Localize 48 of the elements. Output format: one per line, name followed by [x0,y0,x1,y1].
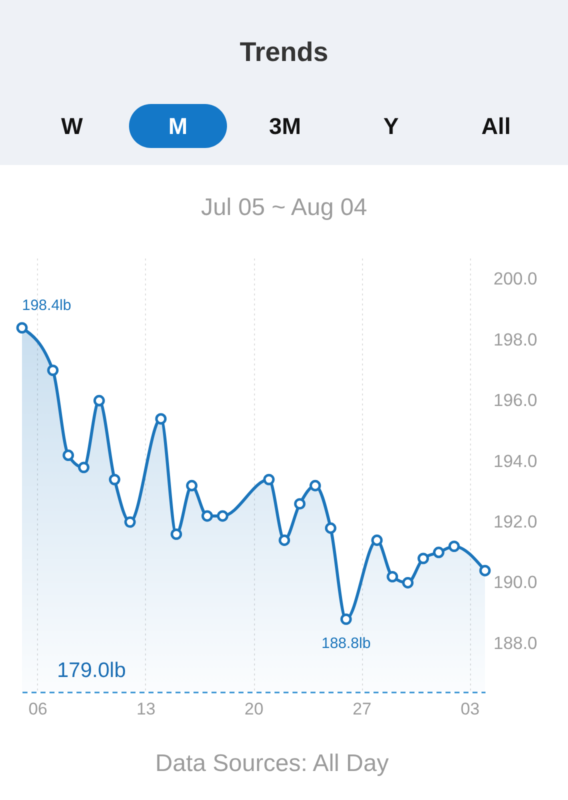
x-tick-label: 03 [460,700,480,718]
chart-subtitle: Jul 05 ~ Aug 04 [200,194,368,221]
point [93,394,105,406]
annotation: 179.0lb [57,659,126,682]
point [310,480,321,492]
point [278,534,290,546]
x-tick-label: 06 [28,700,48,718]
point [448,540,460,552]
point [170,528,182,540]
text: W [61,113,84,139]
x-tick-label: 20 [244,700,264,718]
point [340,613,352,625]
point [155,413,167,425]
point [216,510,228,522]
y-tick-label: 198.0 [494,329,538,350]
y-tick-label: 196.0 [494,390,538,410]
point [263,474,275,486]
point [418,552,429,564]
point [78,462,90,474]
point [324,522,336,534]
point [186,480,198,492]
point [386,570,398,582]
point [108,474,120,486]
y-tick-label: 200.0 [494,268,538,289]
y-tick-label: 194.0 [494,450,538,471]
data-label: 188.8lb [321,635,371,652]
point [402,577,414,588]
y-tick-label: 188.0 [494,632,538,653]
point [432,546,444,558]
point [371,534,383,546]
chart-title: Trends [240,37,328,67]
point [16,322,28,334]
y-tick-label: 192.0 [494,512,538,532]
point [201,510,213,522]
text: Data Sources: All Day [155,750,389,777]
data-label: 198.4lb [22,296,72,314]
point [294,498,306,510]
text: Y [383,113,399,139]
point [62,450,74,461]
point [124,516,136,528]
x-tick-label: 27 [352,700,372,718]
text: All [481,113,511,139]
point [47,364,59,376]
text: 3M [269,113,301,139]
x-tick-label: 13 [136,700,156,718]
text: M [168,113,188,139]
point [479,564,491,576]
y-tick-label: 190.0 [494,572,538,592]
